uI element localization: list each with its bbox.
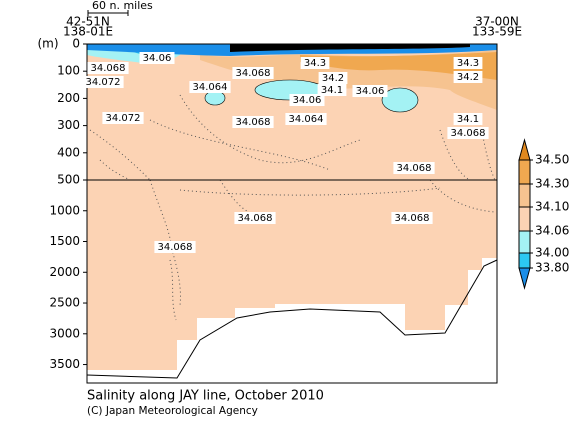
low-salinity-pool — [204, 90, 226, 106]
contour-label-bg — [352, 85, 388, 97]
contour-label: 34.1 — [457, 114, 479, 125]
contour-label: 34.06 — [293, 95, 322, 106]
contour-label-bg — [447, 127, 489, 139]
bottom-line — [86, 259, 498, 379]
contour-label: 34.068 — [395, 213, 430, 224]
end-lat: 37-00N — [475, 15, 519, 29]
contour-label: 34.06 — [356, 86, 385, 97]
contour-label: 34.06 — [143, 53, 172, 64]
contour-label: 34.068 — [451, 128, 486, 139]
contour-label: 34.2 — [322, 73, 344, 84]
colorbar-label: 34.06 — [535, 224, 569, 238]
chart-title: Salinity along JAY line, October 2010 — [87, 389, 324, 404]
y-tick-label: 100 — [57, 64, 80, 78]
contour-label: 34.072 — [106, 113, 141, 124]
colorbar-band — [518, 159, 531, 185]
colorbar-band — [518, 252, 531, 269]
y-tick-label: 3500 — [49, 357, 80, 371]
y-tick-label: 2500 — [49, 296, 80, 310]
scale-label: 60 n. miles — [92, 0, 153, 12]
contour-label-bg — [232, 67, 274, 79]
seafloor — [87, 258, 497, 383]
y-tick-label: 500 — [57, 173, 80, 187]
y-tick-label: 300 — [57, 118, 80, 132]
contour-label: 34.068 — [236, 117, 271, 128]
contour-label: 34.068 — [238, 213, 273, 224]
credit: (C) Japan Meteorological Agency — [87, 405, 258, 417]
contour-label: 34.068 — [397, 163, 432, 174]
contour-label-bg — [453, 113, 483, 125]
colorbar-label: 34.00 — [535, 246, 569, 260]
contour-label: 34.068 — [236, 68, 271, 79]
y-tick-label: 0 — [72, 37, 80, 51]
contour-label-bg — [234, 212, 276, 224]
contour-label-bg — [317, 84, 347, 96]
contour-label-bg — [318, 72, 348, 84]
contour-label-bg — [285, 113, 327, 125]
low-salinity-pool — [381, 87, 419, 113]
colorbar-label: 34.30 — [535, 177, 569, 191]
contour-label-bg — [453, 71, 483, 83]
contour-label-bg — [393, 162, 435, 174]
colorbar-label: 33.80 — [535, 261, 569, 275]
plot-frame — [86, 43, 498, 384]
colorbar-band — [518, 183, 531, 208]
contour-label-bg — [82, 76, 124, 88]
contour-label: 34.072 — [86, 77, 121, 88]
contour-label-bg — [232, 116, 274, 128]
start-lat: 42-51N — [66, 15, 110, 29]
colorbar-label: 34.50 — [535, 153, 569, 167]
y-tick-label: 2000 — [49, 265, 80, 279]
contour-label: 34.068 — [158, 242, 193, 253]
contour-label-bg — [102, 112, 144, 124]
y-tick-label: 3000 — [49, 326, 80, 340]
colorbar-label: 34.10 — [535, 200, 569, 214]
end-lon: 133-59E — [472, 25, 522, 39]
contour-label: 34.068 — [91, 63, 126, 74]
start-lon: 138-01E — [63, 25, 113, 39]
contour-label-bg — [139, 52, 175, 64]
contour-label: 34.3 — [304, 58, 326, 69]
colorbar-band — [518, 206, 531, 232]
contour-label-bg — [189, 81, 231, 93]
colorbar-cap — [518, 267, 531, 290]
y-axis-label: (m) — [37, 37, 58, 51]
contour-label-bg — [391, 212, 433, 224]
y-tick-label: 200 — [57, 91, 80, 105]
higher-salinity — [300, 52, 497, 80]
surface-contours — [230, 44, 470, 52]
contour-label-bg — [453, 57, 483, 69]
contour-label-bg — [300, 57, 330, 69]
y-tick-label: 1000 — [49, 203, 80, 217]
y-tick-label: 400 — [57, 145, 80, 159]
contour-label: 34.064 — [289, 114, 324, 125]
contour-label: 34.2 — [457, 72, 479, 83]
contour-label-bg — [154, 241, 196, 253]
contour-label: 34.3 — [457, 58, 479, 69]
colorbar-cap — [518, 138, 531, 161]
contour-label: 34.064 — [193, 82, 228, 93]
contour-label-bg — [87, 62, 129, 74]
contour-label-bg — [289, 94, 325, 106]
contour-label: 34.1 — [321, 85, 343, 96]
colorbar-band — [518, 230, 531, 254]
y-tick-label: 1500 — [49, 234, 80, 248]
